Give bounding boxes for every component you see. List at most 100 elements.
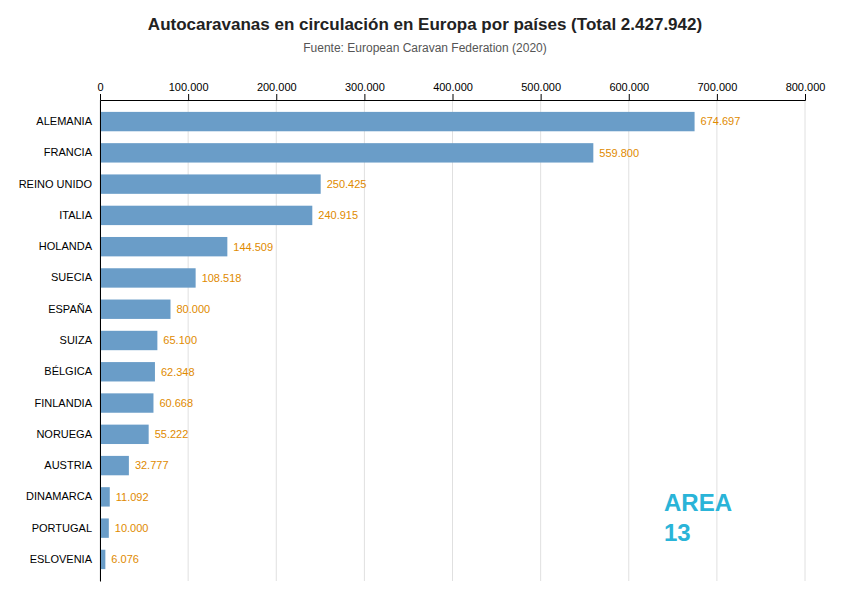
data-label: 674.697 xyxy=(701,115,741,127)
grid-line xyxy=(540,100,541,581)
bar xyxy=(100,456,129,475)
x-tick: 100.000 xyxy=(169,81,209,100)
x-tick-label: 400.000 xyxy=(433,81,473,93)
grid-line xyxy=(276,100,277,581)
x-tick-mark xyxy=(188,94,189,100)
grid-line xyxy=(452,100,453,581)
y-tick-label: AUSTRIA xyxy=(44,459,92,471)
x-tick-label: 300.000 xyxy=(345,81,385,93)
bar xyxy=(100,518,109,537)
x-tick-mark xyxy=(364,94,365,100)
y-tick: DINAMARCA xyxy=(26,490,100,502)
x-tick-label: 600.000 xyxy=(609,81,649,93)
bar xyxy=(100,143,593,162)
y-tick: ITALIA xyxy=(59,209,100,221)
y-axis: ESLOVENIA PORTUGAL DINAMARCA AUSTRIA NORUEGA… xyxy=(19,101,101,582)
bar xyxy=(100,268,196,287)
grid-line xyxy=(100,100,101,581)
x-tick-mark xyxy=(629,94,630,100)
bar xyxy=(100,206,312,225)
y-tick-label: ESLOVENIA xyxy=(30,553,93,565)
y-tick: FINLANDIA xyxy=(35,397,100,409)
y-tick: ALEMANIA xyxy=(36,115,100,127)
y-tick: BÉLGICA xyxy=(44,365,100,377)
y-tick-label: ESPAÑA xyxy=(48,303,92,315)
title: Autocaravanas en circulación en Europa p… xyxy=(148,15,702,34)
x-tick: 600.000 xyxy=(609,81,649,100)
y-tick: PORTUGAL xyxy=(32,522,100,534)
x-tick: 300.000 xyxy=(345,81,385,100)
x-tick: 200.000 xyxy=(257,81,297,100)
x-tick-label: 800.000 xyxy=(786,81,826,93)
plot: 6.07610.00011.09232.77755.22260.66862.34… xyxy=(19,81,826,582)
y-tick: HOLANDA xyxy=(39,240,100,252)
x-tick: 500.000 xyxy=(521,81,561,100)
data-label: 60.668 xyxy=(159,397,193,409)
y-tick-label: HOLANDA xyxy=(39,240,93,252)
x-tick-mark xyxy=(541,94,542,100)
chart-svg: Autocaravanas en circulación en Europa p… xyxy=(0,0,850,601)
x-tick: 0 xyxy=(97,81,103,100)
x-tick-mark xyxy=(453,94,454,100)
x-tick: 800.000 xyxy=(786,81,826,100)
bar xyxy=(100,487,110,506)
grid-line xyxy=(805,100,806,581)
data-label: 144.509 xyxy=(233,241,273,253)
grid-line xyxy=(628,100,629,581)
data-label: 250.425 xyxy=(327,178,367,190)
y-tick: SUECIA xyxy=(51,271,100,283)
x-tick-mark xyxy=(100,94,101,100)
x-tick-mark xyxy=(717,94,718,100)
y-tick: SUIZA xyxy=(60,334,100,346)
x-tick-mark xyxy=(276,94,277,100)
data-label: 240.915 xyxy=(318,209,358,221)
grid-line xyxy=(364,100,365,581)
data-label: 6.076 xyxy=(111,553,139,565)
annotation: AREA xyxy=(664,489,732,516)
y-tick-label: ALEMANIA xyxy=(36,115,92,127)
data-label: 108.518 xyxy=(202,272,242,284)
y-tick-label: DINAMARCA xyxy=(26,490,93,502)
y-axis-line xyxy=(100,101,101,582)
y-tick-label: SUECIA xyxy=(51,271,93,283)
data-label: 55.222 xyxy=(155,428,189,440)
bars xyxy=(100,112,695,569)
x-tick-label: 700.000 xyxy=(697,81,737,93)
y-tick: ESPAÑA xyxy=(48,303,100,315)
bar xyxy=(100,331,157,350)
data-label: 62.348 xyxy=(161,366,195,378)
x-tick-label: 200.000 xyxy=(257,81,297,93)
x-tick-label: 100.000 xyxy=(169,81,209,93)
y-tick-label: ITALIA xyxy=(59,209,92,221)
bar xyxy=(100,425,149,444)
data-label: 10.000 xyxy=(115,522,149,534)
x-tick-label: 0 xyxy=(97,81,103,93)
subtitle: Fuente: European Caravan Federation (202… xyxy=(303,41,547,55)
y-tick-label: FRANCIA xyxy=(44,146,93,158)
y-tick-label: FINLANDIA xyxy=(35,397,93,409)
annotation: 13 xyxy=(664,519,691,546)
x-axis: 0 100.000 200.000 300.000 400.000 500.000 600.… xyxy=(97,81,825,101)
bar xyxy=(100,237,227,256)
x-axis-line xyxy=(101,94,806,101)
y-tick-label: REINO UNIDO xyxy=(19,178,93,190)
y-tick-label: NORUEGA xyxy=(36,428,92,440)
bar xyxy=(100,300,171,319)
x-tick: 400.000 xyxy=(433,81,473,100)
bar xyxy=(100,112,695,131)
bar xyxy=(100,362,155,381)
y-tick-label: BÉLGICA xyxy=(44,365,92,377)
y-tick: ESLOVENIA xyxy=(30,553,100,565)
x-tick: 700.000 xyxy=(697,81,737,100)
y-tick: REINO UNIDO xyxy=(19,178,100,190)
data-labels: 6.07610.00011.09232.77755.22260.66862.34… xyxy=(111,115,740,565)
data-label: 80.000 xyxy=(177,303,211,315)
data-label: 559.800 xyxy=(599,147,639,159)
y-tick: AUSTRIA xyxy=(44,459,100,471)
bar xyxy=(100,393,153,412)
y-tick: NORUEGA xyxy=(36,428,100,440)
data-label: 32.777 xyxy=(135,459,169,471)
annotations: AREA 13 xyxy=(664,489,732,546)
y-tick-label: SUIZA xyxy=(60,334,93,346)
y-tick: FRANCIA xyxy=(44,146,100,158)
